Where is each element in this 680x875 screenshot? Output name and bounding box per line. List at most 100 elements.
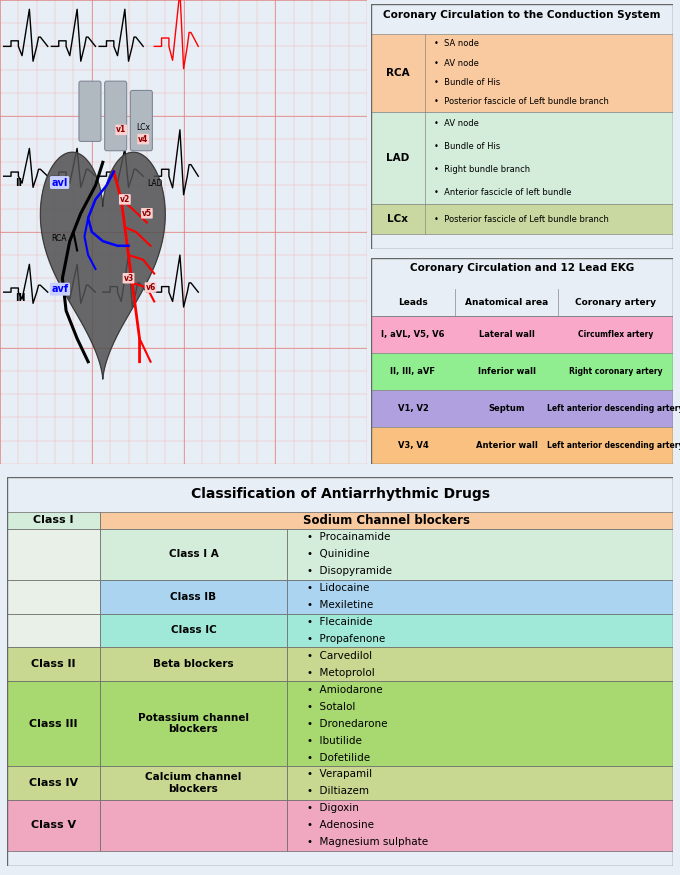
Text: RCA: RCA xyxy=(52,234,67,243)
Text: •  Digoxin: • Digoxin xyxy=(307,803,358,814)
FancyBboxPatch shape xyxy=(7,648,100,682)
FancyBboxPatch shape xyxy=(7,682,100,766)
Text: •  Sotalol: • Sotalol xyxy=(307,702,355,711)
Text: Coronary Circulation and 12 Lead EKG: Coronary Circulation and 12 Lead EKG xyxy=(410,263,634,273)
Text: Septum: Septum xyxy=(488,403,525,413)
FancyBboxPatch shape xyxy=(287,648,673,682)
Text: •  Diltiazem: • Diltiazem xyxy=(307,787,369,796)
Text: avl: avl xyxy=(52,178,68,187)
Text: •  Carvedilol: • Carvedilol xyxy=(307,651,372,661)
Text: •  AV node: • AV node xyxy=(434,119,479,128)
Text: Lateral wall: Lateral wall xyxy=(479,330,534,339)
Text: II, III, aVF: II, III, aVF xyxy=(390,367,435,375)
Text: Class V: Class V xyxy=(31,820,76,830)
Text: •  Quinidine: • Quinidine xyxy=(307,550,369,559)
Text: Anatomical area: Anatomical area xyxy=(465,298,548,307)
FancyBboxPatch shape xyxy=(100,648,287,682)
FancyBboxPatch shape xyxy=(105,81,126,150)
Text: Class IV: Class IV xyxy=(29,778,78,788)
Text: Class II: Class II xyxy=(31,660,75,669)
Text: Class IB: Class IB xyxy=(170,592,216,602)
FancyBboxPatch shape xyxy=(7,579,100,613)
Text: Class III: Class III xyxy=(29,718,78,729)
Text: •  SA node: • SA node xyxy=(434,39,479,48)
Text: v5: v5 xyxy=(142,209,152,218)
Text: V3, V4: V3, V4 xyxy=(398,441,428,450)
FancyBboxPatch shape xyxy=(371,427,673,464)
Text: Coronary Circulation to the Conduction System: Coronary Circulation to the Conduction S… xyxy=(383,10,661,20)
FancyBboxPatch shape xyxy=(131,90,152,150)
Text: •  Bundle of His: • Bundle of His xyxy=(434,78,500,87)
Text: •  Posterior fascicle of Left bundle branch: • Posterior fascicle of Left bundle bran… xyxy=(434,214,609,224)
Text: Anterior wall: Anterior wall xyxy=(476,441,538,450)
Text: •  Dronedarone: • Dronedarone xyxy=(307,718,387,729)
Text: Classification of Antiarrhythmic Drugs: Classification of Antiarrhythmic Drugs xyxy=(190,487,490,500)
FancyBboxPatch shape xyxy=(100,613,287,648)
Text: v3: v3 xyxy=(123,274,134,283)
Text: Class I A: Class I A xyxy=(169,550,218,559)
FancyBboxPatch shape xyxy=(287,613,673,648)
FancyBboxPatch shape xyxy=(100,682,287,766)
Text: v2: v2 xyxy=(120,195,130,204)
Polygon shape xyxy=(40,152,165,379)
FancyBboxPatch shape xyxy=(371,316,673,353)
Text: Calcium channel
blockers: Calcium channel blockers xyxy=(146,772,241,794)
FancyBboxPatch shape xyxy=(371,205,673,234)
Text: LCx: LCx xyxy=(136,123,150,132)
Text: •  Propafenone: • Propafenone xyxy=(307,634,385,644)
Text: Right coronary artery: Right coronary artery xyxy=(569,367,662,375)
Text: LAD: LAD xyxy=(386,153,409,163)
FancyBboxPatch shape xyxy=(287,579,673,613)
FancyBboxPatch shape xyxy=(7,800,100,850)
FancyBboxPatch shape xyxy=(287,682,673,766)
FancyBboxPatch shape xyxy=(7,512,100,528)
Text: LAD: LAD xyxy=(147,178,163,187)
Text: v4: v4 xyxy=(138,135,148,144)
FancyBboxPatch shape xyxy=(287,800,673,850)
Text: •  Metoprolol: • Metoprolol xyxy=(307,668,375,678)
Text: •  Disopyramide: • Disopyramide xyxy=(307,566,392,577)
Text: RCA: RCA xyxy=(386,67,409,78)
Text: •  Dofetilide: • Dofetilide xyxy=(307,752,370,762)
Text: III: III xyxy=(15,293,25,304)
Text: Left anterior descending artery: Left anterior descending artery xyxy=(547,403,680,413)
FancyBboxPatch shape xyxy=(371,112,673,205)
Text: •  Adenosine: • Adenosine xyxy=(307,820,374,830)
Text: v6: v6 xyxy=(146,283,156,292)
Text: V1, V2: V1, V2 xyxy=(398,403,428,413)
Text: Beta blockers: Beta blockers xyxy=(153,660,234,669)
Text: II: II xyxy=(15,178,22,187)
FancyBboxPatch shape xyxy=(100,800,287,850)
FancyBboxPatch shape xyxy=(287,528,673,579)
FancyBboxPatch shape xyxy=(100,528,287,579)
Text: •  Flecainide: • Flecainide xyxy=(307,617,372,627)
FancyBboxPatch shape xyxy=(7,528,100,579)
Text: avf: avf xyxy=(52,284,69,294)
Text: Class I: Class I xyxy=(33,515,73,525)
Text: Leads: Leads xyxy=(398,298,428,307)
FancyBboxPatch shape xyxy=(7,766,100,800)
Text: Circumflex artery: Circumflex artery xyxy=(578,330,653,339)
Text: I, aVL, V5, V6: I, aVL, V5, V6 xyxy=(381,330,445,339)
FancyBboxPatch shape xyxy=(100,766,287,800)
FancyBboxPatch shape xyxy=(371,389,673,427)
Text: •  Mexiletine: • Mexiletine xyxy=(307,600,373,610)
Text: Potassium channel
blockers: Potassium channel blockers xyxy=(138,713,249,734)
Text: •  Posterior fascicle of Left bundle branch: • Posterior fascicle of Left bundle bran… xyxy=(434,97,609,107)
Text: Sodium Channel blockers: Sodium Channel blockers xyxy=(303,514,470,527)
Text: LCx: LCx xyxy=(388,214,408,224)
Text: •  Ibutilide: • Ibutilide xyxy=(307,736,362,746)
FancyBboxPatch shape xyxy=(287,766,673,800)
Text: •  Verapamil: • Verapamil xyxy=(307,769,372,780)
Text: •  Right bundle branch: • Right bundle branch xyxy=(434,165,530,174)
Text: •  Magnesium sulphate: • Magnesium sulphate xyxy=(307,837,428,847)
Text: Class IC: Class IC xyxy=(171,626,216,635)
FancyBboxPatch shape xyxy=(371,34,673,112)
Text: •  Procainamide: • Procainamide xyxy=(307,532,390,542)
Text: •  Amiodarone: • Amiodarone xyxy=(307,685,382,695)
Text: v1: v1 xyxy=(116,125,126,135)
Text: •  AV node: • AV node xyxy=(434,59,479,67)
Text: Inferior wall: Inferior wall xyxy=(478,367,536,375)
Text: •  Bundle of His: • Bundle of His xyxy=(434,142,500,151)
FancyBboxPatch shape xyxy=(371,353,673,389)
